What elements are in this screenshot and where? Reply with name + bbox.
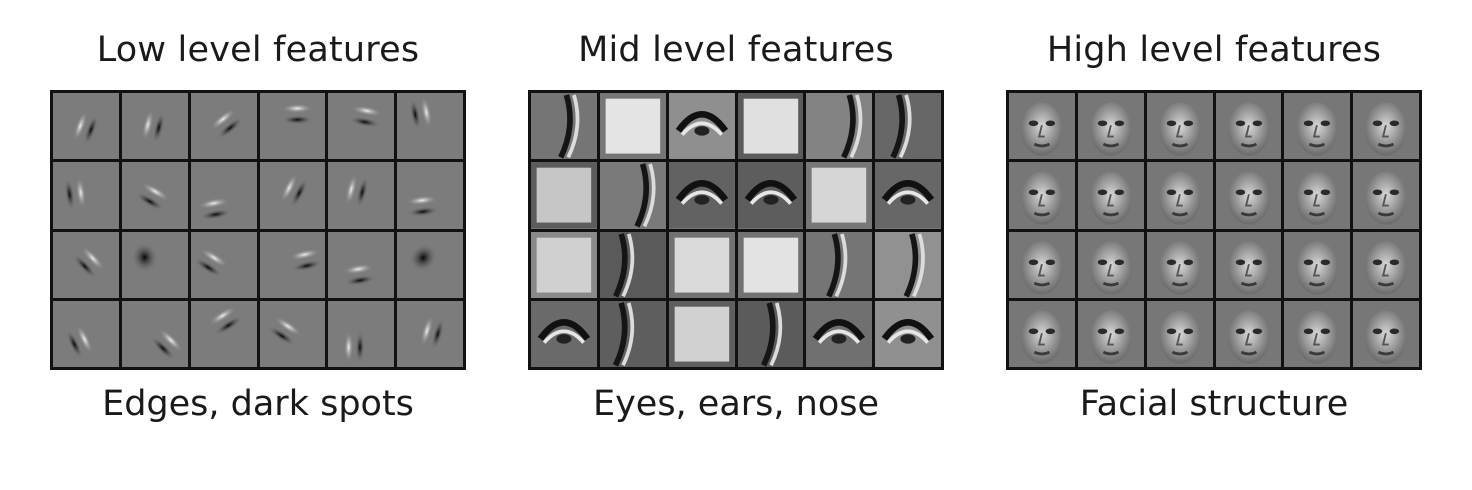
feature-thumbnail bbox=[1353, 300, 1419, 367]
feature-thumbnail bbox=[668, 93, 735, 160]
feature-thumbnail bbox=[1077, 93, 1144, 160]
feature-thumbnail bbox=[1353, 93, 1419, 160]
feature-thumbnail bbox=[806, 162, 873, 229]
feature-thumbnail bbox=[875, 162, 941, 229]
feature-thumbnail bbox=[875, 231, 941, 298]
feature-thumbnail bbox=[53, 300, 119, 367]
feature-thumbnail bbox=[397, 231, 463, 298]
high-level-title: High level features bbox=[1046, 30, 1382, 70]
feature-thumbnail bbox=[1215, 231, 1282, 298]
feature-thumbnail bbox=[1146, 93, 1213, 160]
feature-thumbnail bbox=[328, 93, 395, 160]
feature-thumbnail bbox=[1215, 162, 1282, 229]
feature-thumbnail bbox=[531, 300, 597, 367]
feature-thumbnail bbox=[328, 231, 395, 298]
feature-thumbnail bbox=[1009, 231, 1075, 298]
feature-thumbnail bbox=[397, 93, 463, 160]
mid-level-title: Mid level features bbox=[578, 30, 894, 70]
mid-level-panel: Mid level features Eyes, ears, nose bbox=[526, 0, 946, 490]
high-level-feature-grid bbox=[1006, 90, 1422, 370]
feature-thumbnail bbox=[531, 231, 597, 298]
feature-thumbnail bbox=[53, 93, 119, 160]
feature-thumbnail bbox=[1353, 231, 1419, 298]
feature-thumbnail bbox=[1284, 300, 1351, 367]
feature-thumbnail bbox=[397, 300, 463, 367]
feature-thumbnail bbox=[121, 93, 188, 160]
feature-thumbnail bbox=[599, 300, 666, 367]
feature-thumbnail bbox=[668, 300, 735, 367]
feature-thumbnail bbox=[1146, 300, 1213, 367]
feature-thumbnail bbox=[1077, 162, 1144, 229]
feature-thumbnail bbox=[531, 162, 597, 229]
low-level-title: Low level features bbox=[96, 30, 420, 70]
feature-thumbnail bbox=[531, 93, 597, 160]
low-level-feature-grid bbox=[50, 90, 466, 370]
mid-level-caption: Eyes, ears, nose bbox=[592, 384, 880, 424]
feature-thumbnail bbox=[1009, 162, 1075, 229]
feature-thumbnail bbox=[668, 162, 735, 229]
feature-thumbnail bbox=[328, 162, 395, 229]
feature-thumbnail bbox=[737, 300, 804, 367]
low-level-caption: Edges, dark spots bbox=[102, 384, 414, 424]
feature-thumbnail bbox=[259, 300, 326, 367]
feature-thumbnail bbox=[1146, 162, 1213, 229]
feature-thumbnail bbox=[190, 300, 257, 367]
feature-thumbnail bbox=[668, 231, 735, 298]
low-level-panel: Low level features Edges, dark spots bbox=[48, 0, 468, 490]
feature-thumbnail bbox=[875, 93, 941, 160]
feature-thumbnail bbox=[1284, 93, 1351, 160]
feature-thumbnail bbox=[190, 162, 257, 229]
feature-thumbnail bbox=[599, 231, 666, 298]
high-level-caption: Facial structure bbox=[1079, 384, 1349, 424]
feature-thumbnail bbox=[1215, 300, 1282, 367]
feature-thumbnail bbox=[121, 231, 188, 298]
feature-thumbnail bbox=[1215, 93, 1282, 160]
feature-thumbnail bbox=[1077, 231, 1144, 298]
feature-thumbnail bbox=[806, 300, 873, 367]
mid-level-feature-grid bbox=[528, 90, 944, 370]
feature-thumbnail bbox=[53, 231, 119, 298]
feature-thumbnail bbox=[1009, 93, 1075, 160]
high-level-panel: High level features Facial structure bbox=[1004, 0, 1424, 490]
feature-thumbnail bbox=[737, 93, 804, 160]
feature-thumbnail bbox=[806, 93, 873, 160]
feature-thumbnail bbox=[1284, 162, 1351, 229]
feature-thumbnail bbox=[190, 93, 257, 160]
feature-thumbnail bbox=[259, 93, 326, 160]
feature-thumbnail bbox=[259, 162, 326, 229]
feature-thumbnail bbox=[806, 231, 873, 298]
feature-thumbnail bbox=[121, 300, 188, 367]
feature-thumbnail bbox=[328, 300, 395, 367]
feature-thumbnail bbox=[1146, 231, 1213, 298]
feature-thumbnail bbox=[599, 93, 666, 160]
feature-thumbnail bbox=[1077, 300, 1144, 367]
feature-thumbnail bbox=[190, 231, 257, 298]
feature-thumbnail bbox=[259, 231, 326, 298]
feature-thumbnail bbox=[599, 162, 666, 229]
feature-thumbnail bbox=[737, 162, 804, 229]
feature-thumbnail bbox=[1284, 231, 1351, 298]
feature-thumbnail bbox=[1009, 300, 1075, 367]
feature-thumbnail bbox=[737, 231, 804, 298]
feature-thumbnail bbox=[121, 162, 188, 229]
feature-thumbnail bbox=[1353, 162, 1419, 229]
feature-thumbnail bbox=[397, 162, 463, 229]
feature-thumbnail bbox=[53, 162, 119, 229]
feature-thumbnail bbox=[875, 300, 941, 367]
